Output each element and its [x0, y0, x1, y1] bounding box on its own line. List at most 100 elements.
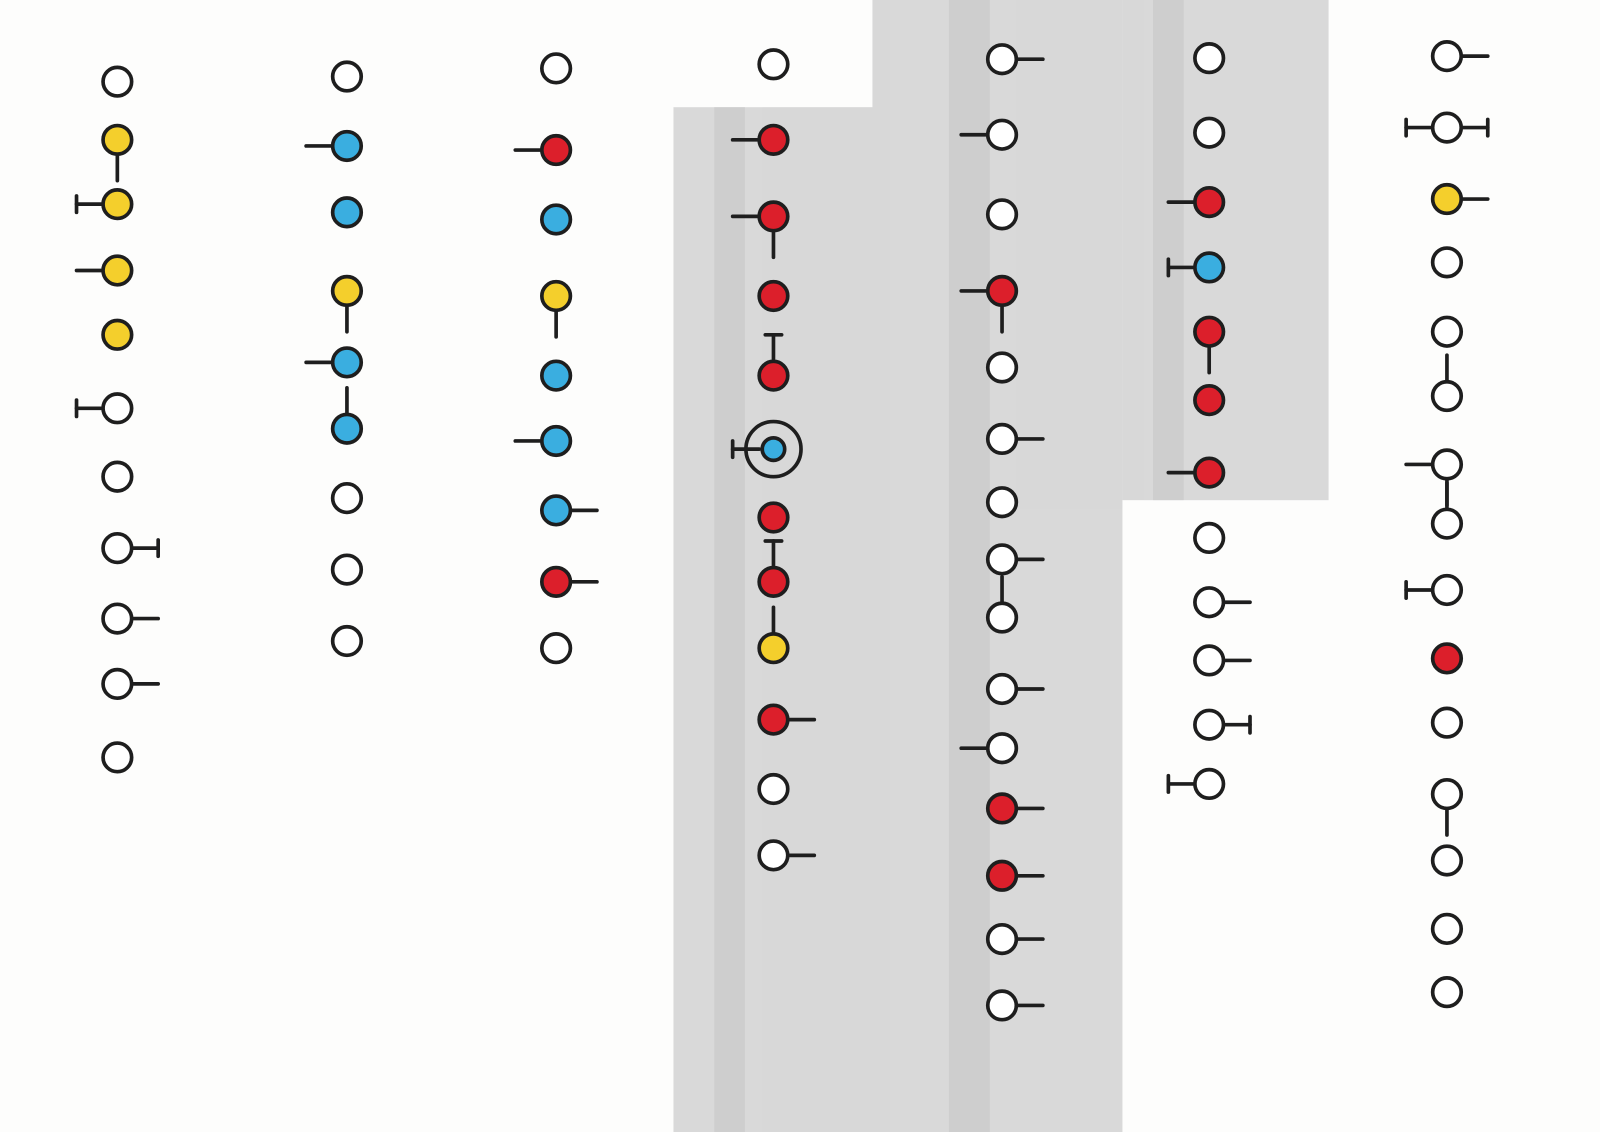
dot-circle: [101, 318, 134, 351]
wash-streak: [714, 107, 745, 1132]
dot-circle: [985, 672, 1019, 706]
dot-circle: [101, 741, 134, 774]
wash-streak: [948, 0, 990, 1132]
dot: [1430, 778, 1464, 837]
dot-circle: [1430, 507, 1464, 540]
dot-circle: [985, 732, 1019, 765]
dot-circle: [1193, 251, 1226, 284]
dot-circle: [757, 279, 790, 313]
dot: [985, 198, 1019, 231]
dot-circle: [1193, 384, 1226, 417]
dot-circle: [1430, 315, 1464, 348]
dot-circle: [757, 359, 790, 392]
dot-circle: [540, 52, 573, 85]
dot-circle: [1430, 40, 1464, 73]
dot-circle: [985, 543, 1019, 576]
dot-circle: [1430, 573, 1464, 607]
dot: [1404, 573, 1464, 607]
dot-circle: [101, 602, 134, 635]
dot: [1430, 353, 1464, 413]
dot-circle: [985, 422, 1019, 456]
dot-circle: [985, 989, 1019, 1022]
dot-circle: [985, 486, 1019, 519]
dot-circle: [330, 481, 364, 515]
wash-streaks: [714, 0, 1184, 1132]
dot: [540, 203, 573, 236]
dot: [1430, 246, 1464, 279]
dot-circle: [985, 859, 1019, 892]
dot: [1166, 767, 1226, 801]
dot: [730, 123, 790, 156]
dot: [330, 386, 364, 445]
dot: [101, 65, 134, 98]
dot: [1193, 521, 1226, 555]
dot-circle: [330, 274, 364, 308]
dot: [1430, 480, 1464, 540]
dot-circle: [101, 188, 134, 221]
dot-circle: [1430, 448, 1464, 481]
dot-circle: [330, 346, 364, 379]
dot-circle: [757, 200, 790, 233]
dot-circle: [1193, 456, 1226, 489]
dot-circle: [540, 565, 573, 598]
dot: [1193, 116, 1226, 149]
dot: [330, 60, 364, 93]
dot-circle: [540, 203, 573, 236]
dot: [985, 672, 1045, 706]
dot-circle: [757, 632, 790, 665]
dot-circle: [1430, 182, 1464, 216]
dot-circle: [757, 839, 790, 872]
dot: [1193, 708, 1252, 741]
dot: [985, 574, 1019, 634]
dot-circle: [1193, 116, 1226, 149]
dot: [540, 359, 573, 392]
dot: [330, 196, 364, 229]
dot: [1193, 384, 1226, 417]
dot-circle: [101, 254, 134, 287]
dot-circle: [540, 133, 573, 167]
dot: [513, 424, 573, 458]
dot-circle: [540, 632, 573, 665]
dot: [1166, 185, 1226, 219]
dot: [1430, 844, 1464, 877]
dot: [101, 460, 134, 493]
dot: [74, 392, 134, 425]
dot: [74, 188, 134, 221]
dot: [540, 494, 599, 527]
dot-circle: [540, 359, 573, 392]
dot-circle: [330, 129, 364, 163]
dot: [757, 605, 790, 665]
dot-circle: [757, 48, 790, 81]
dot: [959, 274, 1019, 334]
dot: [1166, 251, 1226, 284]
dot: [757, 501, 790, 534]
dot-circle: [540, 424, 573, 458]
dot-circle: [101, 460, 134, 493]
dot: [1193, 42, 1226, 75]
dot-circle: [985, 351, 1019, 384]
dot: [730, 419, 803, 479]
dot-circle: [330, 60, 364, 93]
dot-circle: [985, 792, 1019, 825]
dot: [1430, 912, 1464, 946]
dot: [985, 486, 1019, 519]
dot: [985, 989, 1045, 1022]
dot-circle: [1430, 379, 1464, 413]
dot: [1430, 706, 1464, 739]
dot-circle: [1430, 642, 1464, 675]
dot: [757, 703, 817, 736]
dot-circle: [330, 553, 364, 586]
dot: [959, 732, 1019, 765]
dot-circle: [330, 196, 364, 229]
dot: [101, 532, 161, 565]
dot: [1166, 456, 1226, 489]
dot-circle: [757, 565, 790, 598]
dot-circle: [1430, 844, 1464, 877]
dot-circle: [757, 123, 790, 156]
dot-circle: [330, 412, 364, 445]
dot: [101, 667, 160, 701]
wash-streak: [1153, 0, 1184, 501]
dot-circle: [101, 65, 134, 98]
